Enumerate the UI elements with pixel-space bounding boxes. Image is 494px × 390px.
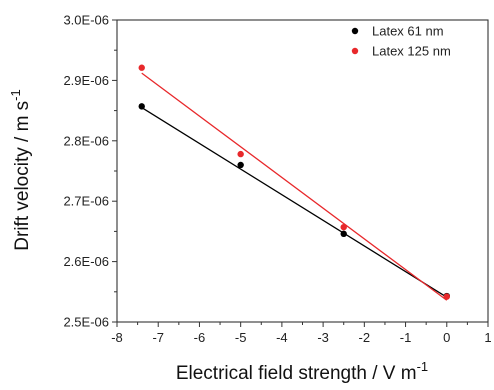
data-point-latex-125-nm: [138, 64, 145, 71]
x-tick-label: -7: [152, 330, 164, 345]
x-tick-label: -2: [359, 330, 371, 345]
x-axis-label-text: Electrical field strength / V m: [176, 363, 417, 384]
series-latex-125-nm: [138, 64, 450, 301]
y-tick-label: 2.5E-06: [63, 315, 109, 330]
x-tick-label: -8: [111, 330, 123, 345]
legend-label-latex-125-nm: Latex 125 nm: [372, 44, 451, 59]
y-tick-label: 2.8E-06: [63, 133, 109, 148]
x-axis-label-superscript: -1: [417, 359, 429, 374]
data-point-latex-125-nm: [443, 293, 450, 300]
x-tick-label: -5: [235, 330, 247, 345]
y-axis-label-text: Drift velocity / m s: [12, 101, 33, 251]
data-point-latex-125-nm: [237, 150, 244, 158]
x-tick-label: 0: [443, 330, 450, 345]
fit-line-latex-61-nm: [141, 107, 448, 298]
series-latex-61-nm: [138, 103, 450, 300]
legend-label-latex-61-nm: Latex 61 nm: [372, 24, 444, 39]
y-tick-label: 2.9E-06: [63, 73, 109, 88]
y-tick-label: 2.7E-06: [63, 194, 109, 209]
y-axis-label-superscript: -1: [8, 89, 23, 101]
legend-marker-latex-125-nm: [351, 47, 359, 55]
x-tick-label: -4: [276, 330, 288, 345]
x-tick-label: -6: [194, 330, 206, 345]
fit-line-latex-125-nm: [141, 72, 448, 301]
series-layer: [138, 64, 450, 301]
data-point-latex-61-nm: [138, 103, 145, 110]
x-tick-label: -1: [400, 330, 412, 345]
x-tick-label: -3: [317, 330, 329, 345]
data-point-latex-61-nm: [340, 230, 347, 238]
y-axis-label: Drift velocity / m s-1: [8, 89, 33, 250]
data-point-latex-125-nm: [340, 223, 347, 231]
data-point-latex-61-nm: [237, 161, 244, 169]
plot-frame: [116, 19, 489, 323]
legend: Latex 61 nm Latex 125 nm: [351, 24, 451, 59]
x-tick-label: 1: [484, 330, 491, 345]
y-tick-label: 2.6E-06: [63, 254, 109, 269]
x-axis-label: Electrical field strength / V m-1: [176, 359, 428, 384]
y-tick-label: 3.0E-06: [63, 13, 109, 28]
plot-area: -8 -7 -6 -5 -4 -3 -2 -1 0 1 2.5E-06 2.6E-06 2.7E-06 2…: [63, 13, 491, 346]
legend-marker-latex-61-nm: [351, 27, 359, 35]
